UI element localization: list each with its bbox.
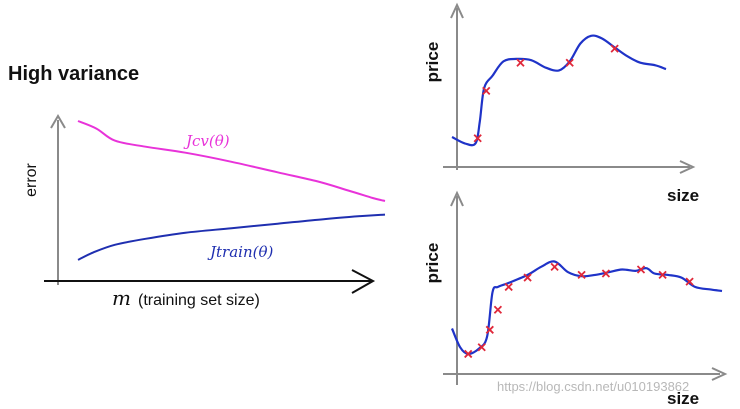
top-fit-curve <box>451 34 667 147</box>
learning-curve-chart: error m (training set size) Jcv(θ) Jtrai… <box>23 114 386 310</box>
price-size-plot-bottom: price size <box>423 190 728 408</box>
top-x-axis-arrow <box>679 160 696 174</box>
lc-x-label-var: m <box>112 286 131 310</box>
bottom-point-10 <box>658 270 667 280</box>
top-data-points <box>473 44 619 143</box>
bottom-y-axis-arrow <box>450 190 464 207</box>
bottom-point-7 <box>577 270 586 280</box>
top-x-label: size <box>667 186 699 205</box>
top-point-3 <box>565 58 574 67</box>
lc-series-cv-label: Jcv(θ) <box>183 132 230 150</box>
lc-series-train-line <box>77 213 386 261</box>
bottom-point-5 <box>523 273 532 282</box>
top-point-2 <box>516 58 525 67</box>
bottom-data-points <box>464 262 694 359</box>
lc-series-cv-line <box>77 120 386 202</box>
bottom-point-8 <box>601 269 611 278</box>
top-y-label: price <box>423 42 442 83</box>
bottom-point-9 <box>636 265 646 274</box>
bottom-point-3 <box>493 305 503 314</box>
bottom-point-11 <box>685 277 694 286</box>
figure-title: High variance <box>8 63 139 85</box>
top-point-1 <box>482 86 491 96</box>
lc-series-train-label: Jtrain(θ) <box>207 243 273 261</box>
lc-y-label: error <box>23 162 40 196</box>
price-size-plot-top: price size <box>423 2 699 205</box>
bottom-point-1 <box>477 343 486 352</box>
bottom-point-2 <box>485 325 494 334</box>
top-point-4 <box>610 44 619 53</box>
bottom-x-label: size <box>667 389 699 408</box>
lc-x-label: (training set size) <box>138 292 260 309</box>
bottom-point-0 <box>464 349 473 359</box>
top-y-axis-arrow <box>450 2 464 19</box>
watermark: https://blog.csdn.net/u010193862 <box>497 379 689 394</box>
lc-x-axis-arrow <box>351 269 376 294</box>
bottom-x-axis-arrow <box>711 367 728 381</box>
bottom-y-label: price <box>423 243 442 284</box>
top-point-0 <box>473 134 482 143</box>
bottom-point-6 <box>550 262 559 271</box>
lc-y-axis-arrow <box>50 114 66 129</box>
bottom-fit-curve <box>450 260 723 356</box>
bottom-point-4 <box>504 282 513 292</box>
